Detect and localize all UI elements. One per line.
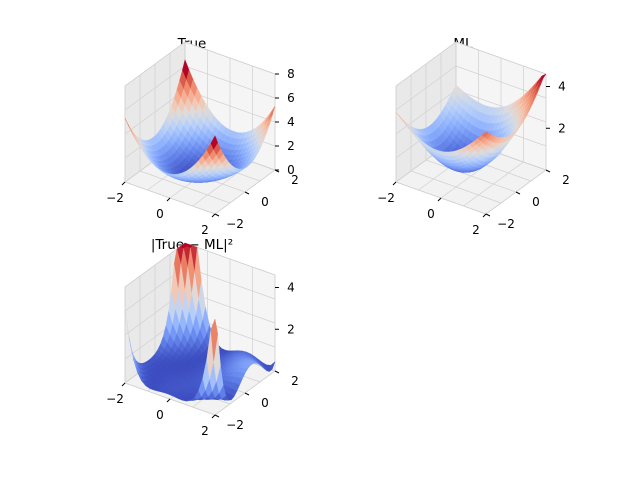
- z-tick-label: 4: [287, 115, 295, 129]
- y-tick: [485, 213, 491, 217]
- ticks-ml: −2 0 2 −2 0 2 2 4: [377, 80, 570, 237]
- y-tick-label: 2: [562, 173, 570, 187]
- x-tick-label: −2: [106, 191, 124, 205]
- surface-patch: [210, 318, 218, 361]
- x-tick-label: 0: [427, 207, 435, 221]
- z-tick-label: 4: [558, 80, 566, 94]
- z-tick-label: 2: [287, 139, 295, 153]
- x-tick: [392, 181, 397, 186]
- y-tick-label: 2: [291, 374, 299, 388]
- x-tick-label: −2: [106, 392, 124, 406]
- x-tick-label: 0: [156, 207, 164, 221]
- x-tick-label: 2: [201, 424, 209, 438]
- y-tick: [214, 213, 220, 217]
- y-tick-label: −2: [497, 217, 515, 231]
- y-tick-label: 0: [261, 396, 269, 410]
- panes-ml: [395, 41, 547, 215]
- z-tick-label: 2: [287, 322, 295, 336]
- grid-line: [410, 75, 502, 204]
- x-tick: [437, 197, 442, 202]
- surface-ml: [395, 73, 547, 173]
- y-tick: [214, 414, 220, 418]
- ticks-error: −2 0 2 −2 0 2 2 4: [106, 281, 299, 438]
- surface-patch: [210, 135, 218, 150]
- y-tick-label: 2: [291, 173, 299, 187]
- y-tick: [545, 169, 551, 173]
- y-tick-label: 0: [532, 195, 540, 209]
- x-tick: [482, 213, 487, 218]
- y-tick-label: −2: [226, 217, 244, 231]
- surface-patch: [481, 131, 490, 138]
- grid-line: [124, 41, 276, 87]
- surface-true: [124, 59, 276, 183]
- z-tick-label: 0: [287, 163, 295, 177]
- surface-error: [124, 242, 276, 402]
- y-tick-label: 0: [261, 195, 269, 209]
- grid-line: [139, 75, 231, 204]
- z-tick-label: 8: [287, 67, 295, 81]
- x-tick-label: −2: [377, 191, 395, 205]
- x-tick: [211, 414, 216, 419]
- z-tick-label: 2: [558, 121, 566, 135]
- y-tick: [244, 191, 250, 195]
- x-tick-label: 0: [156, 408, 164, 422]
- z-tick-label: 4: [287, 281, 295, 295]
- x-tick: [211, 213, 216, 218]
- grid-line: [425, 64, 517, 193]
- y-tick-label: −2: [226, 418, 244, 432]
- x-tick-label: 2: [201, 223, 209, 237]
- grid-line: [395, 41, 547, 87]
- x-tick: [121, 382, 126, 387]
- x-tick: [121, 181, 126, 186]
- subplot-title-error: |True − ML|²: [151, 237, 233, 253]
- y-tick: [274, 370, 280, 374]
- z-tick-label: 6: [287, 91, 295, 105]
- x-tick-label: 2: [472, 223, 480, 237]
- y-tick: [515, 191, 521, 195]
- x-tick: [166, 398, 171, 403]
- x-tick: [166, 197, 171, 202]
- subplot-error: |True − ML|² −2 0 2 −2 0 2 2 4: [106, 237, 299, 438]
- y-tick: [244, 392, 250, 396]
